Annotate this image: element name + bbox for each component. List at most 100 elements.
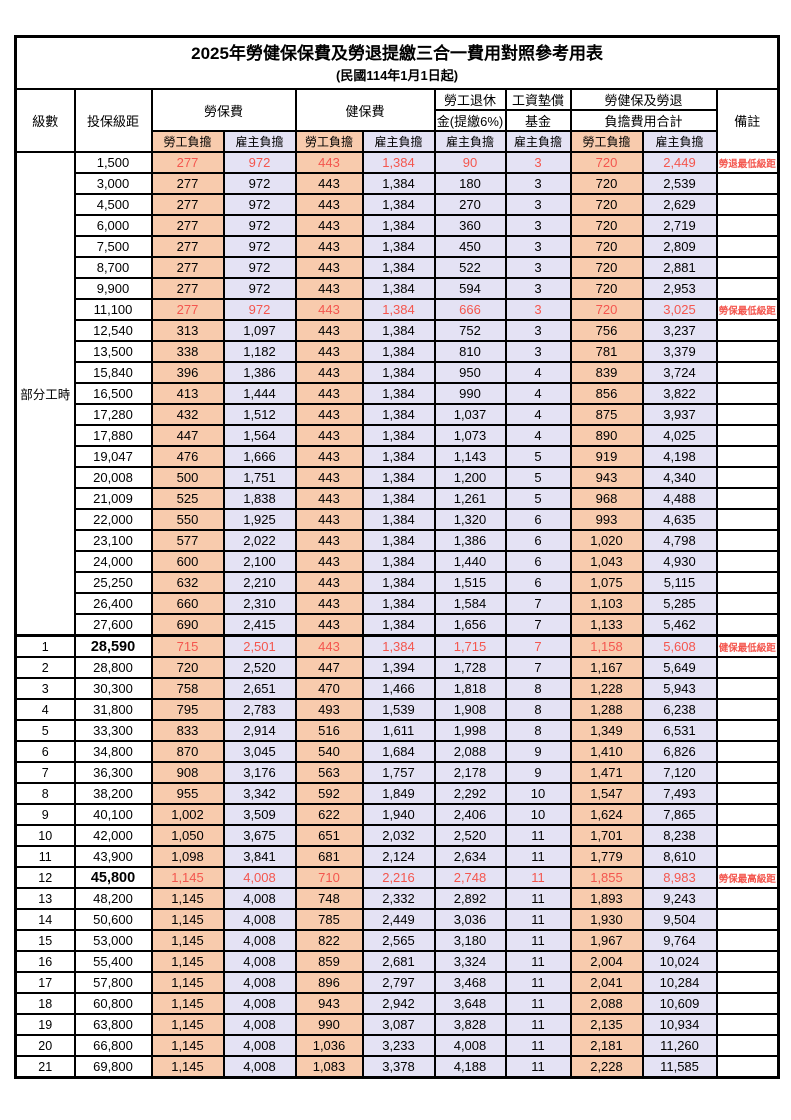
wage-fund-employer-cell: 3 xyxy=(504,193,572,216)
total-employer-cell: 3,237 xyxy=(641,319,718,342)
labor-employee-cell: 313 xyxy=(150,319,225,342)
pension-employer-cell: 90 xyxy=(433,151,507,174)
labor-employer-cell: 972 xyxy=(222,235,297,258)
health-employee-cell: 443 xyxy=(294,277,364,300)
labor-employer-cell: 972 xyxy=(222,277,297,300)
table-row: 26,400 660 2,310 443 1,384 1,584 7 1,103 5,285 xyxy=(16,592,780,615)
bracket-cell: 20,008 xyxy=(73,466,153,489)
header-total-line1: 勞健保及勞退 xyxy=(569,88,718,111)
wage-fund-employer-cell: 3 xyxy=(504,151,572,174)
health-employee-cell: 443 xyxy=(294,529,364,552)
wage-fund-employer-cell: 7 xyxy=(504,656,572,679)
health-employee-cell: 443 xyxy=(294,298,364,321)
health-employer-cell: 1,384 xyxy=(361,193,436,216)
remark-cell xyxy=(715,719,780,742)
bracket-cell: 23,100 xyxy=(73,529,153,552)
pension-employer-cell: 450 xyxy=(433,235,507,258)
level-cell: 9 xyxy=(14,803,76,826)
labor-employee-cell: 432 xyxy=(150,403,225,426)
bracket-cell: 21,009 xyxy=(73,487,153,510)
pension-employer-cell: 4,008 xyxy=(433,1034,507,1057)
health-employee-cell: 443 xyxy=(294,403,364,426)
table-row: 3 30,300 758 2,651 470 1,466 1,818 8 1,228 5,943 xyxy=(14,677,780,700)
health-employee-cell: 681 xyxy=(294,845,364,868)
pension-employer-cell: 594 xyxy=(433,277,507,300)
remark-cell xyxy=(715,782,780,805)
labor-employer-cell: 4,008 xyxy=(222,992,297,1015)
wage-fund-employer-cell: 3 xyxy=(504,319,572,342)
level-cell: 6 xyxy=(14,740,76,763)
bracket-cell: 13,500 xyxy=(73,340,153,363)
level-cell: 21 xyxy=(14,1055,76,1079)
labor-employee-cell: 908 xyxy=(150,761,225,784)
pension-employer-cell: 1,715 xyxy=(433,634,507,658)
total-employer-cell: 2,629 xyxy=(641,193,718,216)
total-employee-cell: 839 xyxy=(569,361,644,384)
labor-employer-cell: 972 xyxy=(222,193,297,216)
remark-cell xyxy=(715,971,780,994)
health-employer-cell: 2,797 xyxy=(361,971,436,994)
total-employee-cell: 968 xyxy=(569,487,644,510)
health-employer-cell: 1,849 xyxy=(361,782,436,805)
remark-cell: 勞保最低級距 xyxy=(715,298,780,321)
wage-fund-employer-cell: 3 xyxy=(504,277,572,300)
total-employee-cell: 2,004 xyxy=(569,950,644,973)
health-employer-cell: 1,384 xyxy=(361,613,436,637)
wage-fund-employer-cell: 5 xyxy=(504,445,572,468)
total-employee-cell: 2,228 xyxy=(569,1055,644,1079)
total-employee-cell: 1,624 xyxy=(569,803,644,826)
pension-employer-cell: 1,261 xyxy=(433,487,507,510)
bracket-cell: 27,600 xyxy=(73,613,153,637)
health-employee-cell: 447 xyxy=(294,656,364,679)
labor-employee-cell: 413 xyxy=(150,382,225,405)
bracket-cell: 34,800 xyxy=(73,740,153,763)
pension-employer-cell: 1,073 xyxy=(433,424,507,447)
table-row: 27,600 690 2,415 443 1,384 1,656 7 1,133 5,462 xyxy=(16,613,780,637)
pension-employer-cell: 2,088 xyxy=(433,740,507,763)
labor-employee-cell: 632 xyxy=(150,571,225,594)
total-employer-cell: 6,238 xyxy=(641,698,718,721)
health-employee-cell: 443 xyxy=(294,235,364,258)
header-total-line2: 負擔費用合計 xyxy=(569,109,718,132)
health-employee-cell: 651 xyxy=(294,824,364,847)
total-employer-cell: 4,635 xyxy=(641,508,718,531)
table-row: 10 42,000 1,050 3,675 651 2,032 2,520 11 1,701 8,… xyxy=(14,824,780,847)
pension-employer-cell: 810 xyxy=(433,340,507,363)
health-employer-cell: 1,384 xyxy=(361,235,436,258)
wage-fund-employer-cell: 4 xyxy=(504,382,572,405)
total-employer-cell: 2,809 xyxy=(641,235,718,258)
health-employee-cell: 443 xyxy=(294,193,364,216)
remark-cell xyxy=(715,277,780,300)
labor-employee-cell: 870 xyxy=(150,740,225,763)
pension-employer-cell: 1,998 xyxy=(433,719,507,742)
health-employee-cell: 443 xyxy=(294,424,364,447)
title-cell: 2025年勞健保保費及勞退提繳三合一費用對照參考用表 (民國114年1月1日起) xyxy=(14,35,780,90)
remark-cell xyxy=(715,235,780,258)
bracket-cell: 28,590 xyxy=(73,634,153,658)
labor-employee-cell: 1,145 xyxy=(150,1055,225,1079)
labor-employee-cell: 500 xyxy=(150,466,225,489)
health-employer-cell: 2,565 xyxy=(361,929,436,952)
total-employee-cell: 1,228 xyxy=(569,677,644,700)
level-cell: 19 xyxy=(14,1013,76,1036)
table-row: 2 28,800 720 2,520 447 1,394 1,728 7 1,167 5,649 xyxy=(14,656,780,679)
total-employer-cell: 8,238 xyxy=(641,824,718,847)
labor-employer-cell: 1,512 xyxy=(222,403,297,426)
health-employer-cell: 1,384 xyxy=(361,403,436,426)
wage-fund-employer-cell: 8 xyxy=(504,698,572,721)
remark-cell: 勞保最高級距 xyxy=(715,866,780,889)
bracket-cell: 63,800 xyxy=(73,1013,153,1036)
wage-fund-employer-cell: 3 xyxy=(504,214,572,237)
health-employer-cell: 1,384 xyxy=(361,466,436,489)
pension-employer-cell: 2,292 xyxy=(433,782,507,805)
labor-employee-cell: 1,145 xyxy=(150,971,225,994)
level-cell: 17 xyxy=(14,971,76,994)
remark-cell xyxy=(715,319,780,342)
wage-fund-employer-cell: 11 xyxy=(504,845,572,868)
labor-employee-cell: 1,145 xyxy=(150,1013,225,1036)
health-employer-cell: 1,384 xyxy=(361,592,436,615)
health-employee-cell: 622 xyxy=(294,803,364,826)
bracket-cell: 7,500 xyxy=(73,235,153,258)
health-employee-cell: 443 xyxy=(294,550,364,573)
pension-employer-cell: 270 xyxy=(433,193,507,216)
